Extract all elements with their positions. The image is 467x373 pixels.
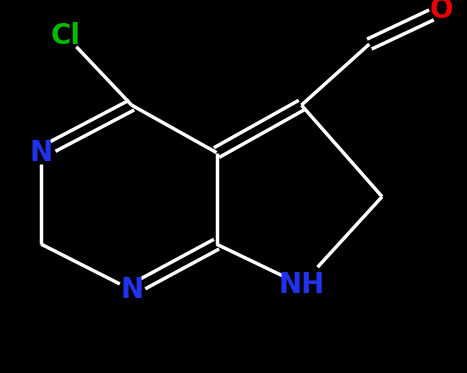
Text: N: N (29, 139, 53, 167)
Text: N: N (120, 276, 143, 304)
Text: O: O (430, 0, 453, 24)
Text: NH: NH (278, 271, 325, 299)
Text: Cl: Cl (51, 22, 81, 50)
